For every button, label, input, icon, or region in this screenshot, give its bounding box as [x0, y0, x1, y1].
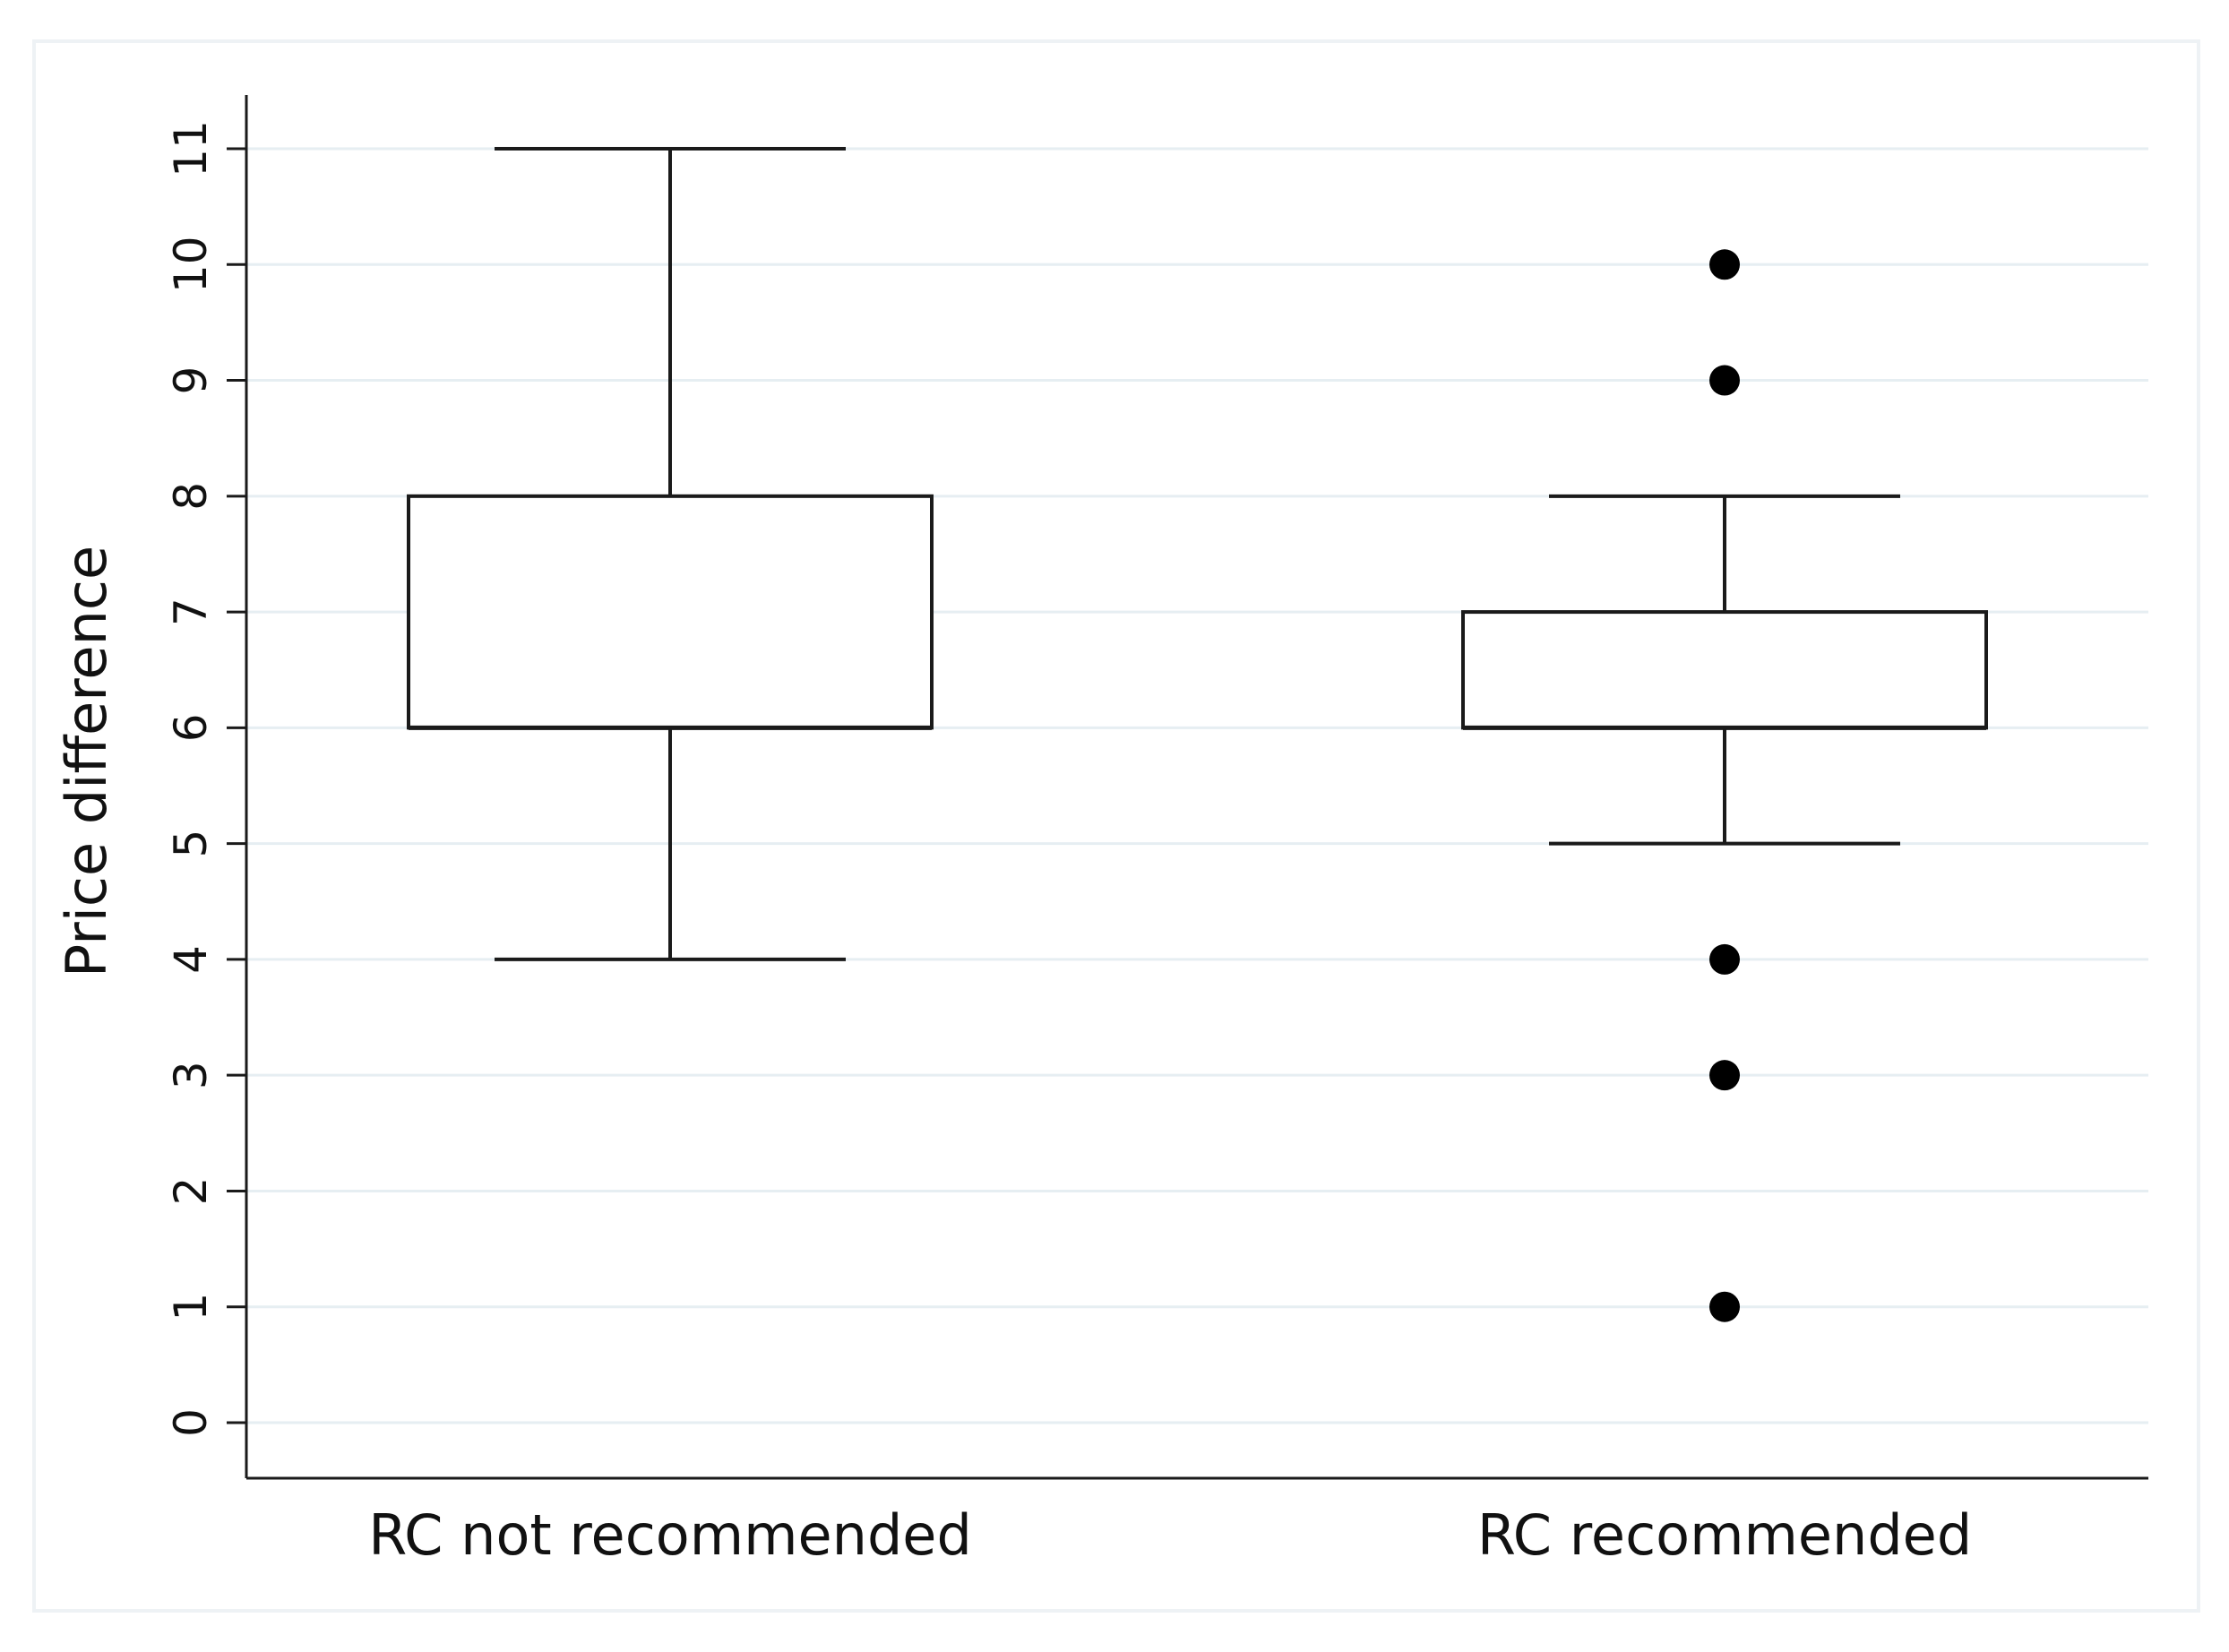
- x-category-label-0: RC not recommended: [368, 1502, 972, 1568]
- y-tick-label-5: 5: [165, 830, 217, 858]
- y-tick-label-10: 10: [165, 236, 217, 293]
- box-group-1: [1461, 249, 1988, 1322]
- y-tick-label-8: 8: [165, 482, 217, 511]
- y-tick-labels: 0 1 2 3 4 5 6 7 8 9 10 11: [165, 120, 217, 1437]
- iqr-box: [407, 494, 934, 730]
- y-tick-label-6: 6: [165, 713, 217, 742]
- x-category-label-1: RC recommended: [1477, 1502, 1972, 1568]
- y-tick-label-0: 0: [165, 1408, 217, 1437]
- y-tick-label-7: 7: [165, 598, 217, 626]
- y-tick-label-2: 2: [165, 1177, 217, 1206]
- y-tick-label-11: 11: [165, 120, 217, 177]
- y-tick-label-4: 4: [165, 945, 217, 974]
- boxes: [407, 147, 1988, 1322]
- x-category-labels: RC not recommended RC recommended: [368, 1502, 1972, 1568]
- axes: [227, 95, 2148, 1480]
- outlier-point: [1709, 365, 1740, 396]
- outlier-point: [1709, 1060, 1740, 1091]
- gridlines: [246, 147, 2148, 1424]
- y-tick-label-3: 3: [165, 1061, 217, 1089]
- chart-frame: [32, 39, 2200, 1613]
- y-tick-label-9: 9: [165, 366, 217, 395]
- y-axis-title: Price difference: [54, 546, 119, 977]
- outlier-point: [1709, 943, 1740, 975]
- box-group-0: [407, 147, 934, 961]
- outlier-point: [1709, 1291, 1740, 1322]
- outlier-point: [1709, 249, 1740, 280]
- y-tick-label-1: 1: [165, 1293, 217, 1321]
- iqr-box: [1461, 610, 1988, 730]
